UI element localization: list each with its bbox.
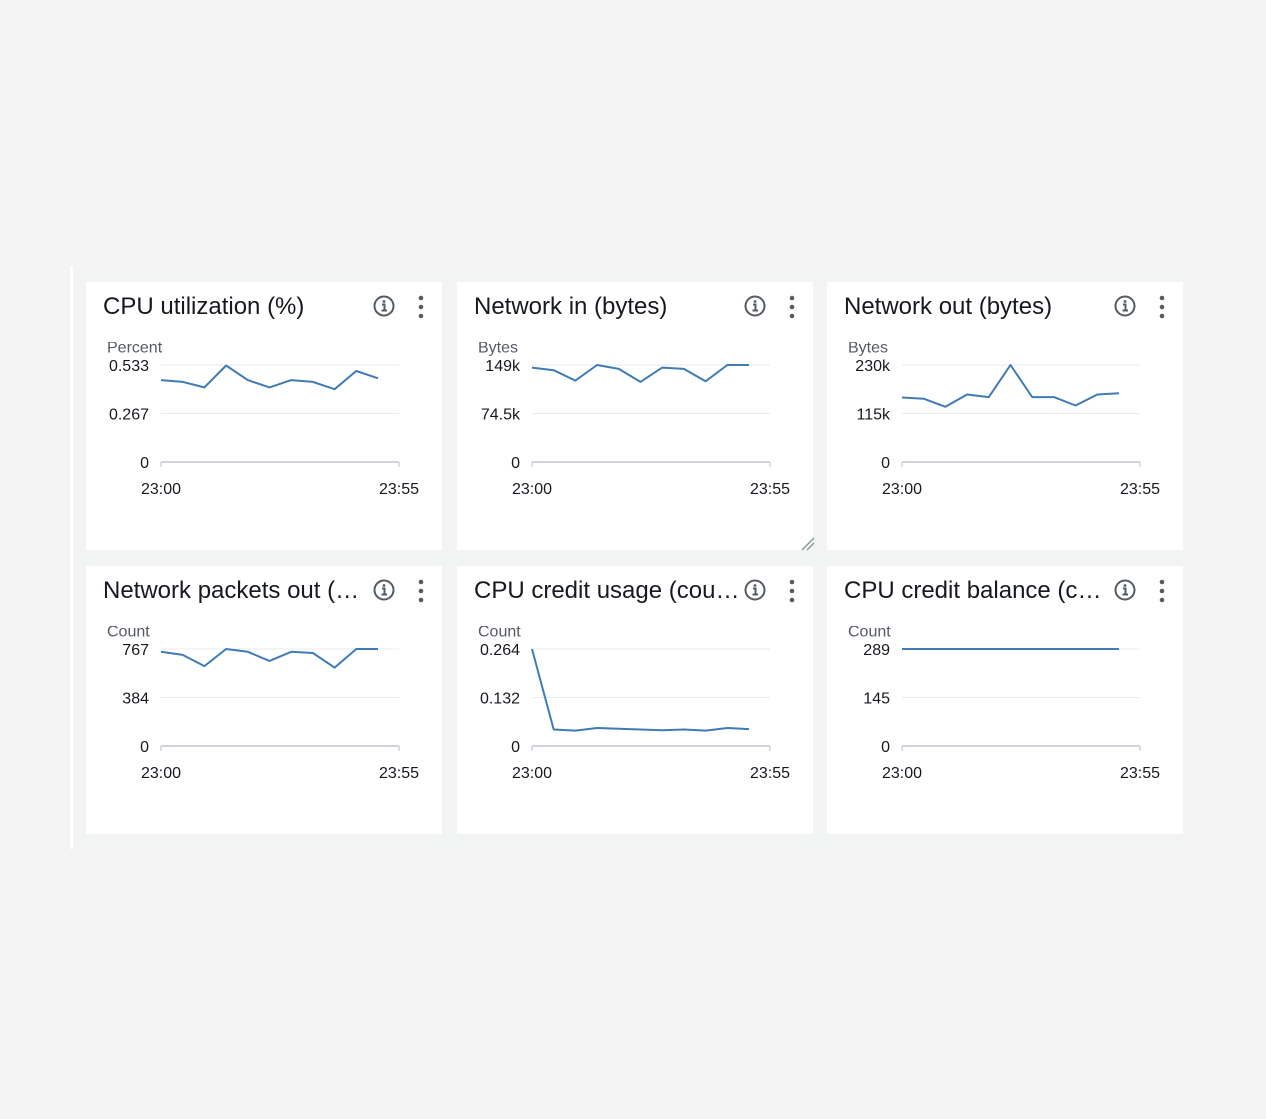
y-unit-label: Bytes [478,342,518,356]
widget-title: CPU utilization (%) [103,293,305,320]
y-tick-label: 0 [140,455,149,472]
y-tick-label: 0.132 [480,691,520,708]
widget-header: CPU utilization (%) [86,282,442,332]
widget-title: Network out (bytes) [844,293,1053,320]
y-tick-label: 767 [122,642,149,659]
series-line [531,364,749,383]
metrics-dashboard: CPU utilization (%) Percent 0.533 0.267 0 23… [70,266,1196,849]
y-unit-label: Count [848,626,891,640]
x-tick-label: 23:55 [750,765,790,782]
y-unit-label: Percent [107,342,163,356]
vertical-ellipsis-icon[interactable] [412,294,430,320]
y-tick-label: 230k [855,358,891,375]
widget-cpu-credit-balance: CPU credit balance (count) Count 289 145 0 2… [827,566,1183,834]
y-tick-label: 74.5k [481,407,521,424]
series-line [531,648,750,732]
x-tick-label: 23:55 [379,481,419,498]
line-chart: Count 289 145 0 23:00 23:55 [848,626,1160,782]
x-tick-label: 23:00 [882,765,922,782]
x-tick-label: 23:55 [1120,765,1160,782]
vertical-ellipsis-icon[interactable] [783,294,801,320]
widget-title: CPU credit balance (count) [844,577,1112,604]
line-chart: Count 767 384 0 23:00 23:55 [107,626,419,782]
vertical-ellipsis-icon[interactable] [1153,578,1171,604]
series-line [160,648,378,669]
resize-handle-icon[interactable] [799,535,815,551]
widget-network-packets-out: Network packets out (count) Count 767 384 0… [86,566,442,834]
vertical-ellipsis-icon[interactable] [1153,294,1171,320]
x-tick-label: 23:00 [141,765,181,782]
widget-header: Network in (bytes) [457,282,813,332]
widget-header: CPU credit usage (count) [457,566,813,616]
y-tick-label: 0.264 [480,642,520,659]
y-tick-label: 149k [485,358,521,375]
y-tick-label: 115k [856,407,891,424]
x-tick-label: 23:00 [141,481,181,498]
y-tick-label: 384 [122,691,149,708]
series-line [901,364,1120,408]
x-tick-label: 23:00 [882,481,922,498]
info-icon[interactable] [372,578,396,602]
y-tick-label: 145 [863,691,890,708]
y-tick-label: 0 [881,739,890,756]
line-chart: Bytes 230k 115k 0 23:00 23:55 [848,342,1160,498]
widget-title: Network in (bytes) [474,293,668,320]
x-tick-label: 23:55 [1120,481,1160,498]
info-icon[interactable] [743,578,767,602]
info-icon[interactable] [743,294,767,318]
vertical-ellipsis-icon[interactable] [412,578,430,604]
x-tick-label: 23:00 [512,765,552,782]
info-icon[interactable] [1113,294,1137,318]
y-tick-label: 289 [863,642,890,659]
y-tick-label: 0 [511,739,520,756]
y-tick-label: 0 [511,455,520,472]
line-chart: Count 0.264 0.132 0 23:00 23:55 [478,626,790,782]
widget-title: Network packets out (count) [103,577,371,604]
y-tick-label: 0.533 [109,358,149,375]
info-icon[interactable] [372,294,396,318]
vertical-ellipsis-icon[interactable] [783,578,801,604]
widget-cpu-utilization: CPU utilization (%) Percent 0.533 0.267 0 23… [86,282,442,550]
x-tick-label: 23:55 [379,765,419,782]
widget-cpu-credit-usage: CPU credit usage (count) Count 0.264 0.132… [457,566,813,834]
y-tick-label: 0 [881,455,890,472]
line-chart: Percent 0.533 0.267 0 23:00 23:55 [107,342,419,498]
widget-network-out: Network out (bytes) Bytes 230k 115k 0 23:00 2… [827,282,1183,550]
y-unit-label: Count [478,626,521,640]
widget-network-in: Network in (bytes) Bytes 149k 74.5k 0 23:00 2… [457,282,813,550]
series-line [160,364,379,391]
x-tick-label: 23:00 [512,481,552,498]
x-tick-label: 23:55 [750,481,790,498]
y-tick-label: 0.267 [109,407,149,424]
y-unit-label: Bytes [848,342,888,356]
info-icon[interactable] [1113,578,1137,602]
y-tick-label: 0 [140,739,149,756]
widget-header: Network packets out (count) [86,566,442,616]
y-unit-label: Count [107,626,150,640]
line-chart: Bytes 149k 74.5k 0 23:00 23:55 [478,342,790,498]
widget-header: CPU credit balance (count) [827,566,1183,616]
widget-header: Network out (bytes) [827,282,1183,332]
widget-title: CPU credit usage (count) [474,577,742,604]
